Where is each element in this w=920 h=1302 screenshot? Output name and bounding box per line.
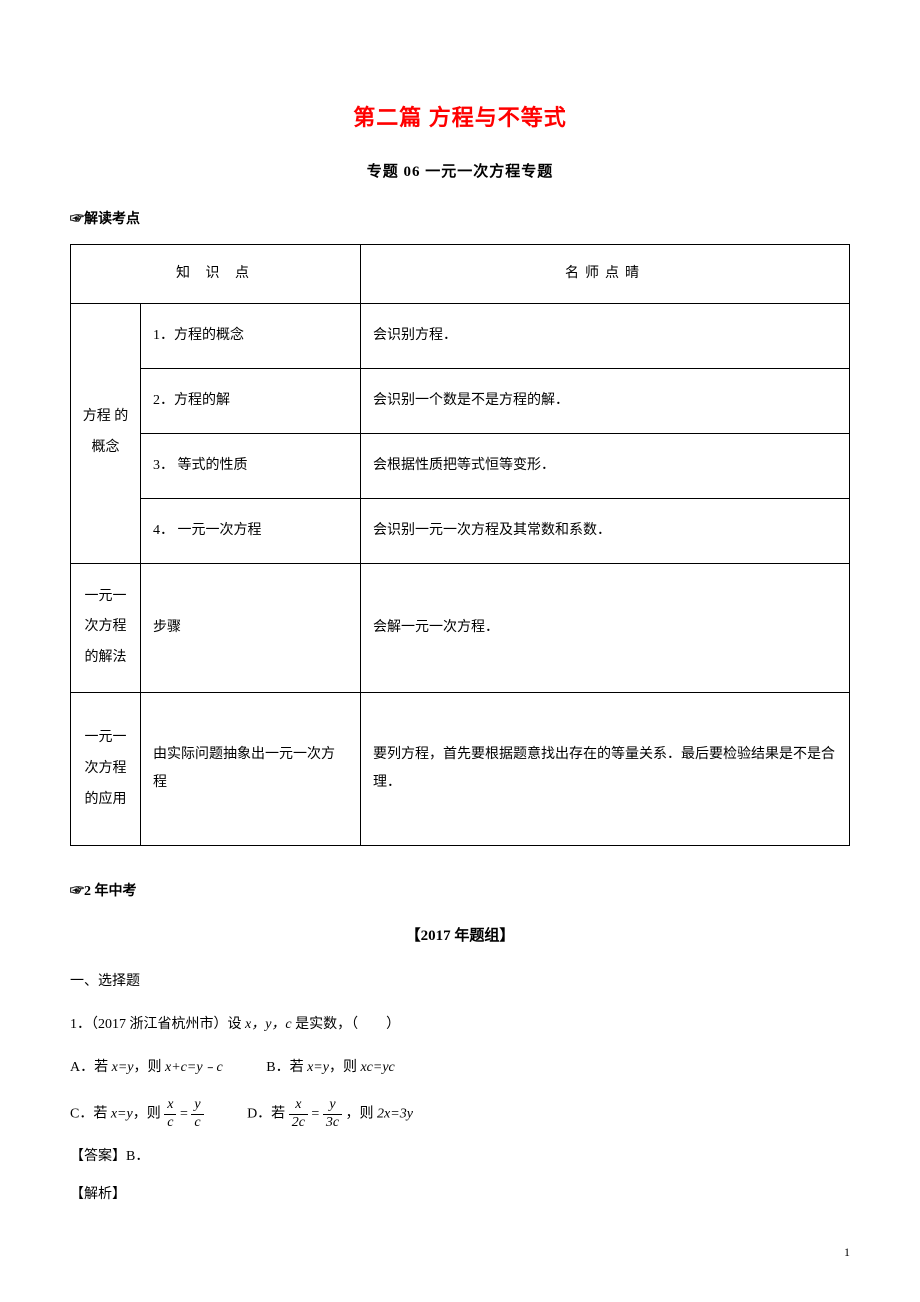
- frac-num: x: [164, 1097, 176, 1115]
- opt-c-mid: ，则: [133, 1106, 161, 1121]
- fraction-y-3c: y3c: [323, 1097, 342, 1132]
- table-cell: 会解一元一次方程．: [361, 563, 850, 692]
- table-group1-label: 方程 的概念: [71, 303, 141, 563]
- frac-num: y: [191, 1097, 203, 1115]
- table-cell: 会根据性质把等式恒等变形．: [361, 433, 850, 498]
- option-d: D．若 x2c = y3c ，则 2x=3y: [247, 1097, 413, 1132]
- opt-c-pre: C．若: [70, 1106, 111, 1121]
- opt-b-pre: B．若: [266, 1060, 307, 1075]
- frac-num: y: [323, 1097, 342, 1115]
- table-cell: 3． 等式的性质: [141, 433, 361, 498]
- q1-vars: x，y，c: [245, 1017, 292, 1032]
- document-title: 第二篇 方程与不等式: [70, 100, 850, 135]
- table-header-col2: 名师点晴: [361, 244, 850, 303]
- year-group-2017: 【2017 年题组】: [70, 924, 850, 948]
- table-cell: 2．方程的解: [141, 368, 361, 433]
- opt-b-mid: ，则: [329, 1060, 361, 1075]
- eq-sign: =: [311, 1106, 319, 1121]
- fraction-x-c: xc: [164, 1097, 176, 1132]
- table-cell: 由实际问题抽象出一元一次方程: [141, 692, 361, 845]
- options-ab: A．若 x=y，则 x+c=y﹣c B．若 x=y，则 xc=yc: [70, 1054, 850, 1082]
- q1-text: 1．（2017 浙江省杭州市）设: [70, 1017, 245, 1032]
- frac-den: 3c: [323, 1115, 342, 1132]
- page-number: 1: [844, 1243, 850, 1262]
- table-group3-label: 一元一次方程的应用: [71, 692, 141, 845]
- table-cell: 1．方程的概念: [141, 303, 361, 368]
- analysis-label: 【解析】: [70, 1184, 850, 1206]
- q1-tail: 是实数，（ ）: [292, 1017, 401, 1032]
- frac-den: 2c: [289, 1115, 308, 1132]
- section-2year-exam: ☞2 年中考: [70, 881, 850, 903]
- eq-sign: =: [180, 1106, 188, 1121]
- frac-den: c: [191, 1115, 203, 1132]
- table-cell: 会识别一个数是不是方程的解．: [361, 368, 850, 433]
- table-header-col1: 知 识 点: [71, 244, 361, 303]
- option-a: A．若 x=y，则 x+c=y﹣c: [70, 1054, 223, 1082]
- table-cell: 会识别方程．: [361, 303, 850, 368]
- opt-d-pre: D．若: [247, 1106, 285, 1121]
- fraction-y-c: yc: [191, 1097, 203, 1132]
- table-cell: 步骤: [141, 563, 361, 692]
- table-cell: 4． 一元一次方程: [141, 498, 361, 563]
- opt-b-res: xc=yc: [360, 1060, 394, 1075]
- opt-c-cond: x=y: [111, 1106, 133, 1121]
- opt-a-pre: A．若: [70, 1060, 112, 1075]
- section-reading-points: ☞解读考点: [70, 209, 850, 231]
- table-cell: 要列方程，首先要根据题意找出存在的等量关系．最后要检验结果是不是合理．: [361, 692, 850, 845]
- table-group2-label: 一元一次方程的解法: [71, 563, 141, 692]
- opt-a-cond: x=y: [112, 1060, 134, 1075]
- frac-den: c: [164, 1115, 176, 1132]
- knowledge-table: 知 识 点 名师点晴 方程 的概念 1．方程的概念 会识别方程． 2．方程的解 …: [70, 244, 850, 847]
- opt-b-cond: x=y: [307, 1060, 329, 1075]
- question-1: 1．（2017 浙江省杭州市）设 x，y，c 是实数，（ ）: [70, 1011, 850, 1039]
- option-b: B．若 x=y，则 xc=yc: [266, 1054, 395, 1082]
- fraction-x-2c: x2c: [289, 1097, 308, 1132]
- answer-label: 【答案】B．: [70, 1146, 850, 1168]
- document-subtitle: 专题 06 一元一次方程专题: [70, 160, 850, 184]
- opt-d-mid: ，则: [346, 1106, 378, 1121]
- options-cd: C．若 x=y，则 xc = yc D．若 x2c = y3c ，则 2x=3y: [70, 1097, 850, 1132]
- frac-num: x: [289, 1097, 308, 1115]
- opt-d-res: 2x=3y: [377, 1106, 413, 1121]
- opt-a-mid: ，则: [134, 1060, 166, 1075]
- option-c: C．若 x=y，则 xc = yc: [70, 1097, 204, 1132]
- question-section-label: 一、选择题: [70, 968, 850, 996]
- table-cell: 会识别一元一次方程及其常数和系数．: [361, 498, 850, 563]
- opt-a-res: x+c=y﹣c: [165, 1060, 223, 1075]
